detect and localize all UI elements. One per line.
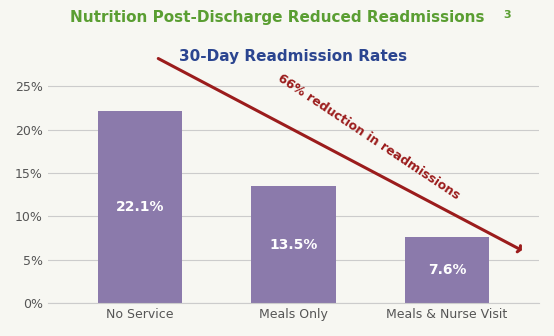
Text: Nutrition Post-Discharge Reduced Readmissions: Nutrition Post-Discharge Reduced Readmis… [70, 10, 484, 25]
Text: 3: 3 [503, 10, 511, 20]
Title: 30-Day Readmission Rates: 30-Day Readmission Rates [179, 49, 407, 64]
Bar [251, 186, 336, 303]
Text: 13.5%: 13.5% [269, 238, 317, 252]
Text: 66% reduction in readmissions: 66% reduction in readmissions [275, 72, 461, 203]
Bar [404, 237, 489, 303]
Bar [98, 112, 182, 303]
Text: 7.6%: 7.6% [428, 263, 466, 277]
Text: 22.1%: 22.1% [116, 200, 164, 214]
